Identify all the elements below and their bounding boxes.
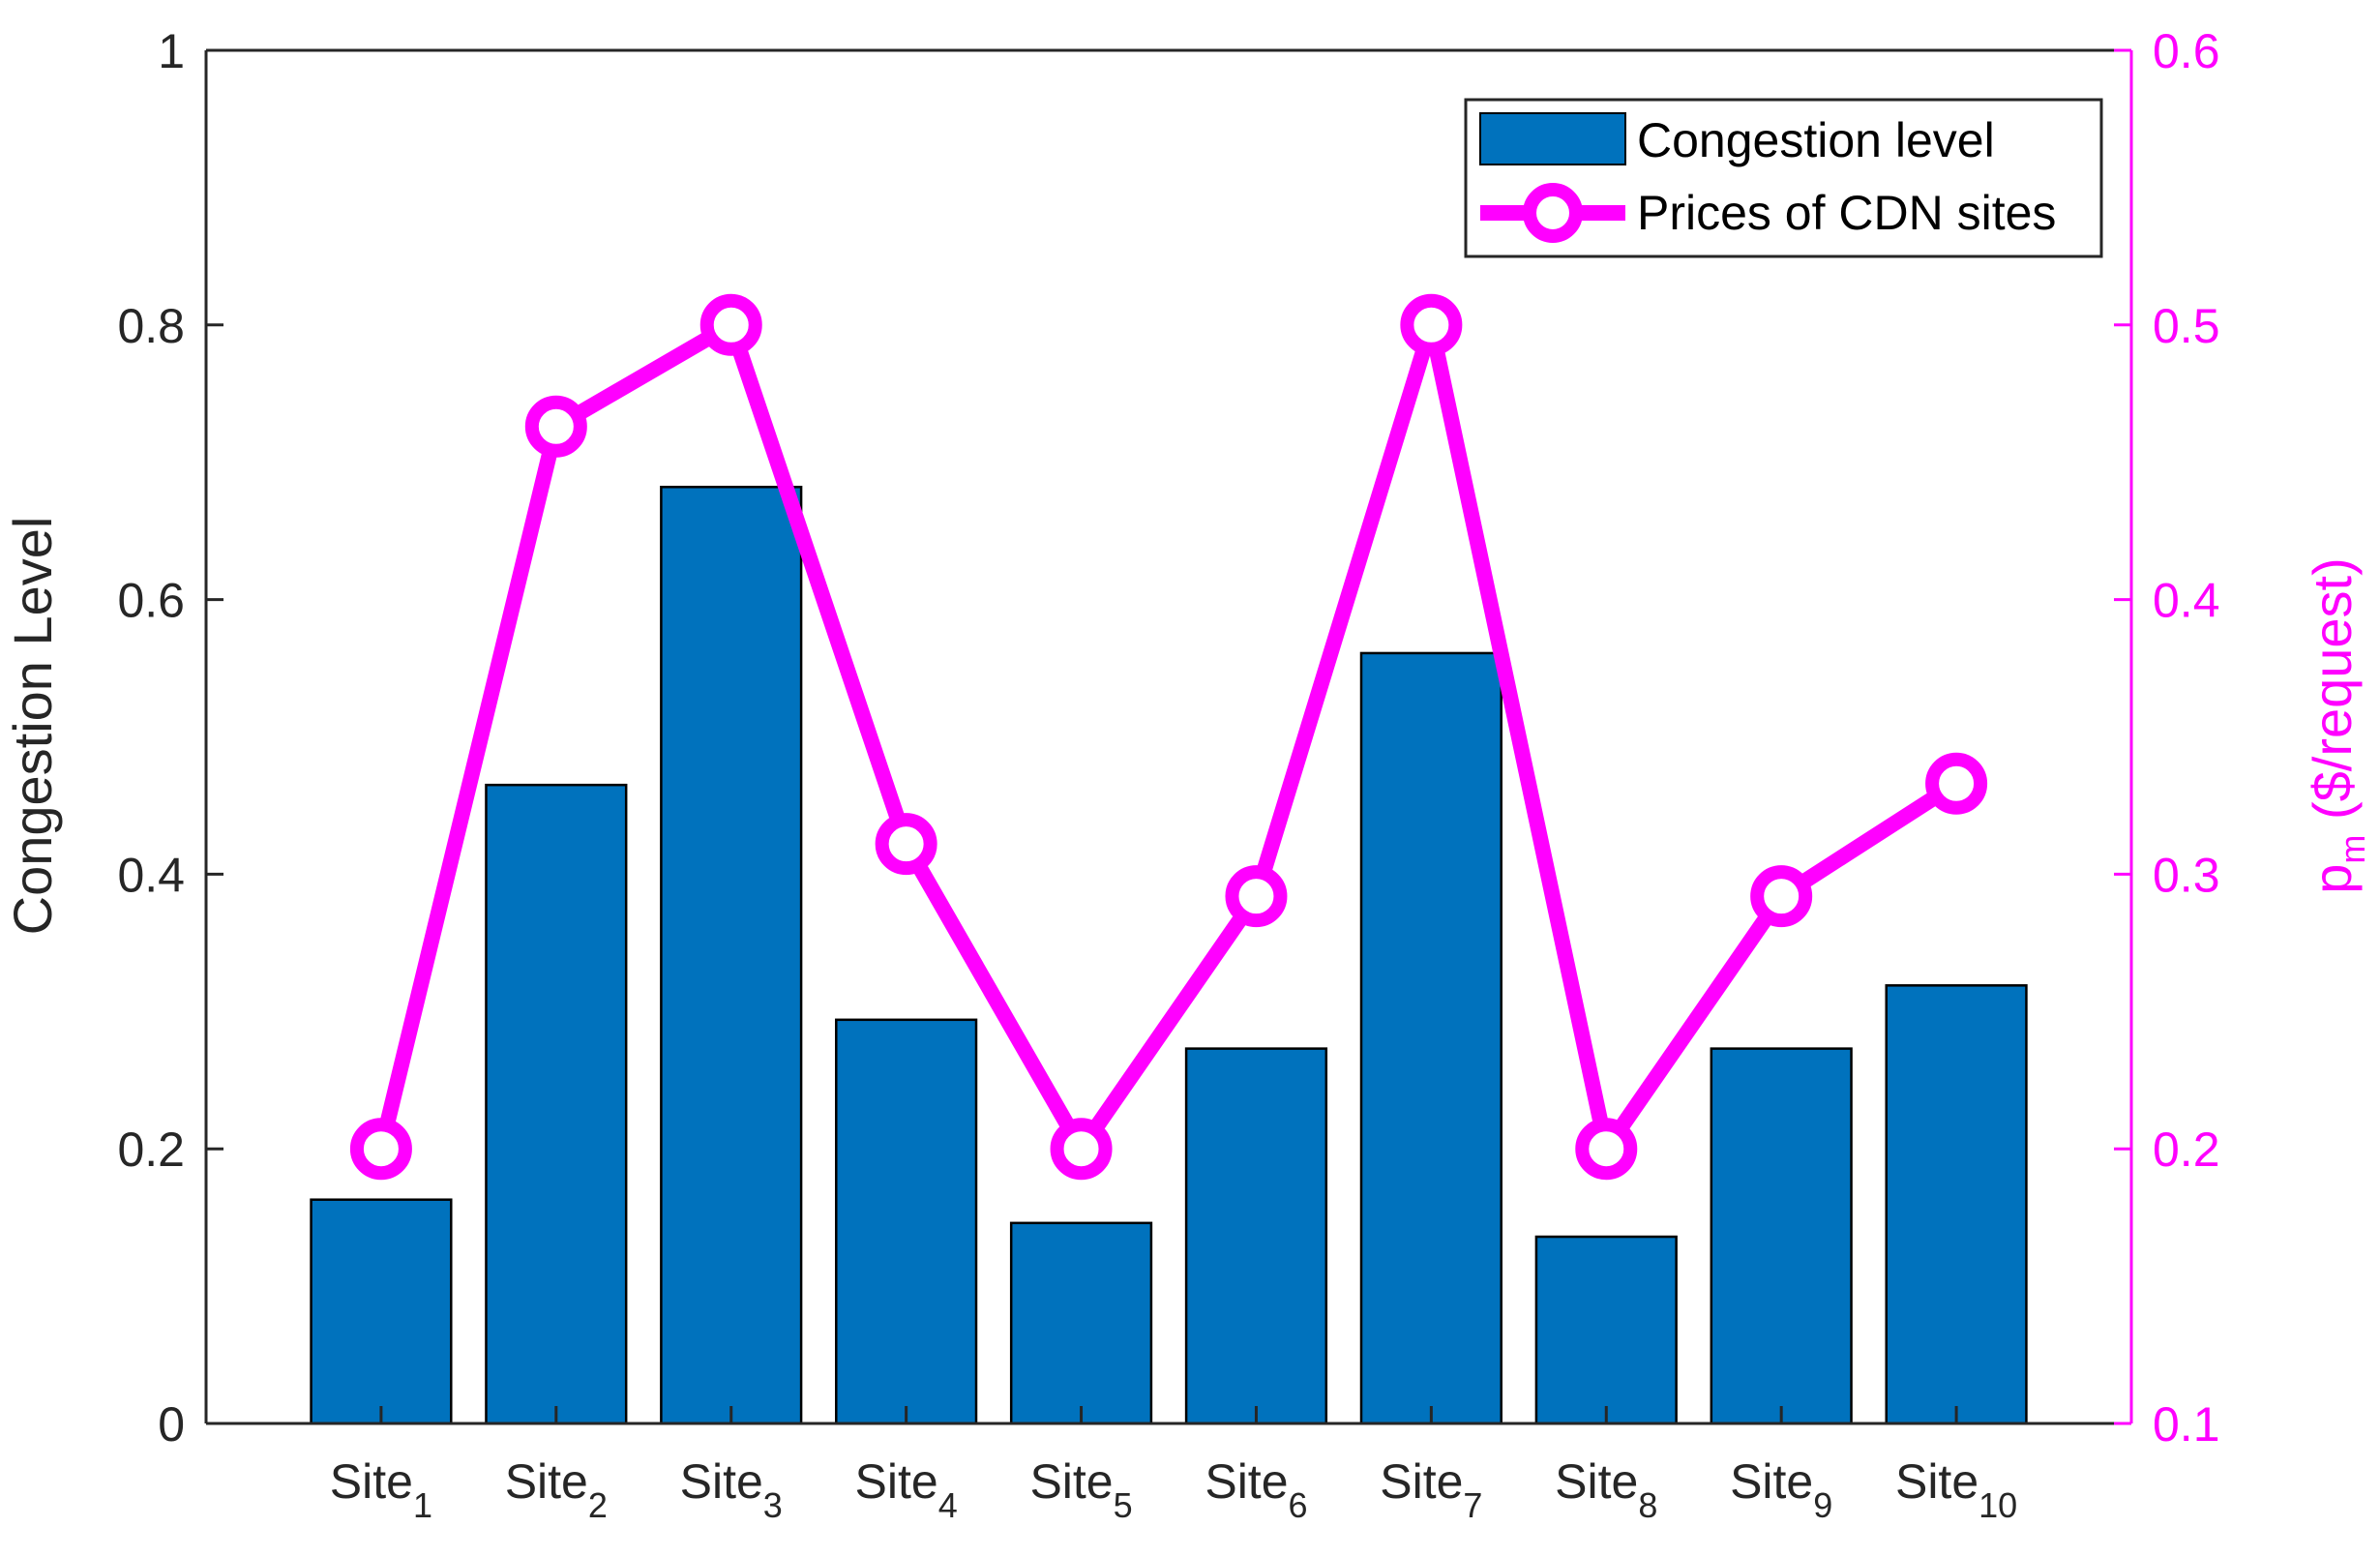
- right-tick-label: 0.1: [2153, 1397, 2220, 1452]
- x-tick-label-site-10: Site10: [1895, 1454, 2017, 1525]
- right-axis-label-rest: ($/request): [2302, 557, 2363, 834]
- right-axis-label: pm ($/request): [2302, 557, 2372, 894]
- line-series-prices: [349, 293, 1988, 1181]
- bar-site-4: [835, 1018, 978, 1425]
- price-marker-site-3: [699, 293, 762, 356]
- x-tick-label-site-5: Site5: [1029, 1454, 1132, 1525]
- bar-site-3: [660, 485, 803, 1425]
- price-marker-site-9: [1750, 865, 1813, 928]
- left-axis-ticks: 0 0.2 0.4 0.6 0.8 1: [117, 24, 223, 1452]
- x-axis-ticks: Site1 Site2 Site3 Site4 Site5 Site6 Site7 Site8…: [330, 1406, 2017, 1525]
- bar-site-8: [1534, 1235, 1678, 1425]
- left-tick-label: 0.8: [117, 299, 185, 353]
- left-axis-label: Congestion Level: [2, 517, 63, 936]
- right-tick-label: 0.6: [2153, 24, 2220, 78]
- x-tick-label-site-6: Site6: [1205, 1454, 1307, 1525]
- axes: [204, 48, 2133, 1425]
- x-tick-label-site-1: Site1: [330, 1454, 432, 1525]
- right-axis-ticks: 0.1 0.2 0.3 0.4 0.5 0.6: [2114, 24, 2220, 1452]
- bar-site-9: [1710, 1047, 1853, 1425]
- bar-site-2: [485, 783, 628, 1425]
- right-axis-label-sub: m: [2333, 835, 2372, 864]
- price-marker-site-6: [1225, 865, 1288, 928]
- x-tick-label-site-3: Site3: [680, 1454, 783, 1525]
- x-tick-label-site-7: Site7: [1380, 1454, 1482, 1525]
- price-marker-site-10: [1925, 752, 1988, 815]
- price-marker-site-8: [1575, 1118, 1638, 1181]
- legend-bar-swatch: [1479, 112, 1626, 165]
- bar-site-1: [310, 1198, 453, 1425]
- bar-site-5: [1009, 1221, 1153, 1425]
- left-tick-label: 0.4: [117, 848, 185, 902]
- price-marker-site-5: [1050, 1118, 1113, 1181]
- price-line: [372, 316, 1965, 1157]
- bar-series-congestion: [310, 485, 2028, 1425]
- bar-site-10: [1885, 984, 2028, 1425]
- left-tick-label: 0.6: [117, 574, 185, 628]
- left-tick-label: 0.2: [117, 1123, 185, 1177]
- right-tick-label: 0.4: [2153, 574, 2220, 628]
- x-tick-label-site-4: Site4: [855, 1454, 958, 1525]
- legend-line-marker: [1523, 183, 1583, 243]
- x-tick-label-site-2: Site2: [505, 1454, 608, 1525]
- bar-site-6: [1184, 1047, 1328, 1425]
- price-marker-site-4: [875, 813, 937, 876]
- price-marker-site-2: [524, 395, 587, 458]
- right-tick-label: 0.2: [2153, 1123, 2220, 1177]
- legend: Congestion level Prices of CDN sites: [1464, 98, 2103, 258]
- bar-site-7: [1359, 651, 1502, 1425]
- legend-label-congestion: Congestion level: [1637, 113, 1995, 167]
- x-tick-label-site-9: Site9: [1730, 1454, 1832, 1525]
- x-tick-label-site-8: Site8: [1555, 1454, 1657, 1525]
- right-tick-label: 0.3: [2153, 848, 2220, 902]
- price-marker-site-7: [1400, 293, 1463, 356]
- right-tick-label: 0.5: [2153, 299, 2220, 353]
- left-tick-label: 0: [158, 1397, 185, 1452]
- right-axis-label-main: p: [2302, 864, 2363, 894]
- price-marker-site-1: [349, 1118, 412, 1181]
- left-tick-label: 1: [158, 24, 185, 78]
- legend-label-prices: Prices of CDN sites: [1637, 186, 2056, 240]
